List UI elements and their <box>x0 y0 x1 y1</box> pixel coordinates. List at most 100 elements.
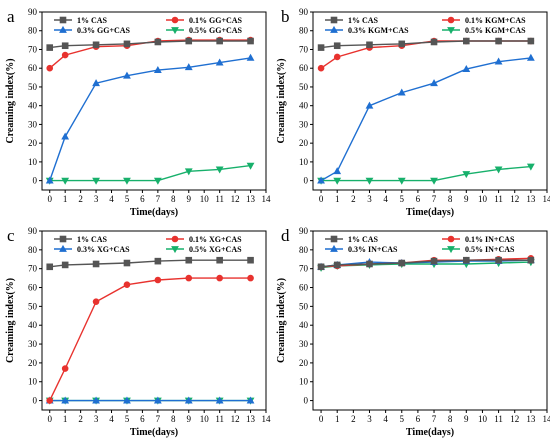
x-tick-label: 1 <box>335 194 340 204</box>
y-axis-ticks: 0 10 20 30 40 50 60 70 80 90 <box>28 7 42 186</box>
legend-marker <box>171 235 179 243</box>
data-point <box>365 101 374 109</box>
data-point <box>61 177 70 185</box>
legend-label: 1% CAS <box>77 16 108 25</box>
x-tick-label: 8 <box>171 194 176 204</box>
x-tick-label: 6 <box>140 414 145 424</box>
y-tick-label: 70 <box>28 44 38 54</box>
panel-letter: d <box>281 226 290 245</box>
data-point <box>397 88 406 96</box>
series-1-cas <box>46 37 254 51</box>
data-point <box>215 396 224 404</box>
legend-label: 0.3% KGM+CAS <box>348 26 409 35</box>
x-tick-label: 5 <box>400 194 405 204</box>
x-tick-label: 14 <box>543 414 550 424</box>
data-point <box>317 44 325 51</box>
x-tick-label: 7 <box>432 414 437 424</box>
data-point <box>61 42 69 50</box>
data-point <box>246 396 255 404</box>
panel-b: b0 1 2 3 4 5 6 7 8 9 10 11 12 13 140102030405060708090… <box>276 7 550 218</box>
x-tick-label: 9 <box>187 414 192 424</box>
x-tick-label: 5 <box>125 194 130 204</box>
series-line <box>321 40 531 49</box>
series-1-cas <box>317 256 535 271</box>
x-tick-label: 10 <box>478 414 488 424</box>
data-point <box>317 263 325 271</box>
x-tick-label: 3 <box>94 414 99 424</box>
y-tick-label: 10 <box>28 157 38 167</box>
x-tick-label: 4 <box>109 194 114 204</box>
panel-d: d0 1 2 3 4 5 6 7 8 9 10 11 12 13 140102030405060708090… <box>276 226 550 438</box>
y-tick-label: 40 <box>28 101 38 111</box>
plot-frame <box>41 11 267 191</box>
y-tick-label: 90 <box>299 226 309 236</box>
data-point <box>215 166 224 174</box>
y-tick-label: 10 <box>299 377 309 387</box>
y-tick-label: 30 <box>28 119 38 129</box>
legend: 1% CAS 0.1% XG+CAS 0.3% XG+CAS 0.5% XG+CAS <box>54 235 242 254</box>
x-tick-label: 10 <box>478 194 488 204</box>
x-tick-label: 12 <box>231 194 240 204</box>
x-tick-label: 14 <box>262 414 272 424</box>
x-axis-ticks: 0 1 2 3 4 5 6 7 8 9 10 11 12 13 14 <box>319 410 550 424</box>
y-tick-label: 40 <box>28 320 38 330</box>
x-tick-label: 9 <box>464 414 469 424</box>
y-tick-label: 50 <box>28 301 38 311</box>
data-point <box>46 397 54 404</box>
x-tick-label: 11 <box>494 414 503 424</box>
data-point <box>397 177 406 185</box>
data-point <box>333 177 342 185</box>
data-point <box>333 261 341 269</box>
y-tick-label: 70 <box>299 44 309 54</box>
data-point <box>184 168 193 176</box>
y-axis-ticks: 0 10 20 30 40 50 60 70 80 90 <box>299 7 313 186</box>
x-tick-label: 6 <box>140 194 145 204</box>
x-axis-label: Time(days) <box>406 427 454 438</box>
x-tick-label: 13 <box>246 414 256 424</box>
data-point <box>246 162 255 170</box>
y-tick-label: 90 <box>28 7 38 17</box>
data-point <box>215 58 224 66</box>
data-point <box>185 274 193 282</box>
data-point <box>123 281 131 289</box>
data-point <box>123 71 131 79</box>
legend: 1% CAS 0.1% KGM+CAS 0.3% KGM+CAS 0.5% KGM+C… <box>325 16 526 35</box>
y-tick-label: 0 <box>33 176 38 186</box>
y-tick-label: 20 <box>299 138 309 148</box>
y-tick-label: 60 <box>28 283 38 293</box>
y-tick-label: 30 <box>299 339 309 349</box>
data-point <box>153 177 162 185</box>
data-point <box>153 396 162 404</box>
legend-label: 1% CAS <box>348 235 379 244</box>
data-point <box>184 396 193 404</box>
x-tick-label: 14 <box>262 194 272 204</box>
legend-label: 0.1% IN+CAS <box>465 235 515 244</box>
x-axis-label: Time(days) <box>130 207 178 218</box>
legend-marker <box>171 27 179 35</box>
y-tick-label: 80 <box>299 26 309 36</box>
data-point <box>430 177 438 185</box>
legend-marker <box>330 25 338 33</box>
y-tick-label: 50 <box>299 301 309 311</box>
legend-marker <box>447 16 455 24</box>
x-tick-label: 4 <box>383 194 388 204</box>
y-axis-ticks: 0 10 20 30 40 50 60 70 80 90 <box>299 226 313 406</box>
data-point <box>154 38 162 46</box>
series-0-5-kgm-cas <box>317 163 535 185</box>
series-line <box>321 259 531 268</box>
data-point <box>154 276 162 284</box>
data-point <box>61 365 69 372</box>
series-0-1-xg-cas <box>46 274 254 404</box>
y-tick-label: 40 <box>299 101 309 111</box>
y-tick-label: 20 <box>28 138 38 148</box>
x-tick-label: 8 <box>171 414 176 424</box>
series-1-cas <box>317 37 535 51</box>
x-tick-label: 3 <box>367 414 372 424</box>
x-axis-ticks: 0 1 2 3 4 5 6 7 8 9 10 11 12 13 14 <box>319 190 550 204</box>
y-tick-label: 90 <box>28 226 38 236</box>
y-axis-label: Creaming index(%) <box>276 58 287 143</box>
y-tick-label: 60 <box>299 63 309 73</box>
x-tick-label: 12 <box>510 194 519 204</box>
x-tick-label: 2 <box>351 414 356 424</box>
legend-label: 0.3% XG+CAS <box>77 245 130 254</box>
